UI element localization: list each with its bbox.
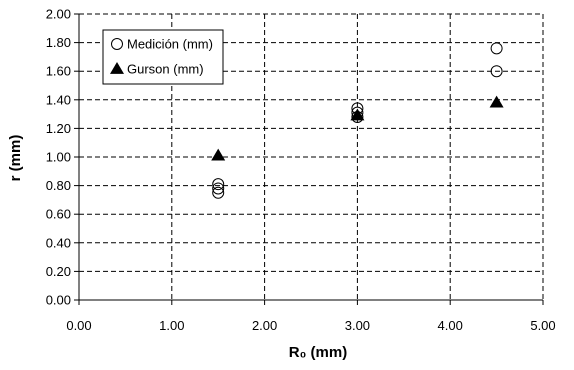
- x-tick-label: 4.00: [438, 318, 463, 333]
- y-tick-label: 1.60: [46, 64, 71, 79]
- y-tick-label: 0.00: [46, 293, 71, 308]
- x-tick-label: 2.00: [252, 318, 277, 333]
- y-tick-label: 0.80: [46, 178, 71, 193]
- legend-label: Medición (mm): [127, 37, 213, 52]
- x-axis-title: R₀ (mm): [289, 344, 347, 361]
- x-tick-label: 0.00: [66, 318, 91, 333]
- x-tick-label: 5.00: [530, 318, 555, 333]
- y-tick-label: 1.80: [46, 35, 71, 50]
- y-tick-label: 1.40: [46, 92, 71, 107]
- legend-label: Gurson (mm): [127, 62, 204, 77]
- y-tick-label: 2.00: [46, 7, 71, 22]
- x-tick-label: 3.00: [345, 318, 370, 333]
- y-tick-label: 0.20: [46, 264, 71, 279]
- y-tick-label: 1.20: [46, 121, 71, 136]
- legend: Medición (mm) Gurson (mm): [103, 30, 223, 84]
- y-tick-label: 0.60: [46, 207, 71, 222]
- y-axis-title: r (mm): [7, 135, 24, 182]
- y-tick-label: 1.00: [46, 150, 71, 165]
- y-tick-label: 0.40: [46, 235, 71, 250]
- x-tick-label: 1.00: [159, 318, 184, 333]
